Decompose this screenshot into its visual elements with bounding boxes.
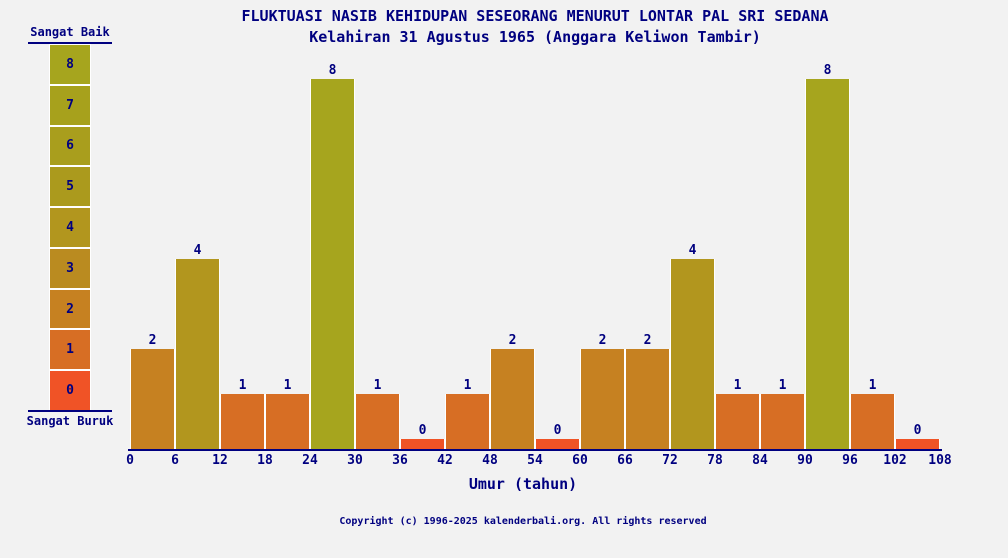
- x-tick-48: 48: [482, 453, 498, 468]
- legend-cell-6: 6: [49, 125, 91, 167]
- x-tick-24: 24: [302, 453, 318, 468]
- bar-age-54-60: [535, 439, 580, 449]
- bar-value-label-90-96: 8: [823, 63, 832, 78]
- copyright-text: Copyright (c) 1996-2025 kalenderbali.org…: [339, 516, 707, 527]
- bar-age-30-36: [355, 394, 400, 449]
- bar-value-label-84-90: 1: [778, 378, 787, 393]
- bar-age-48-54: [490, 349, 535, 449]
- x-tick-96: 96: [842, 453, 858, 468]
- legend-bottom-rule: [28, 410, 112, 412]
- bar-age-24-30: [310, 79, 355, 449]
- bar-value-label-0-6: 2: [148, 333, 157, 348]
- x-tick-36: 36: [392, 453, 408, 468]
- x-tick-12: 12: [212, 453, 228, 468]
- bar-age-18-24: [265, 394, 310, 449]
- bar-age-6-12: [175, 259, 220, 449]
- x-tick-54: 54: [527, 453, 543, 468]
- bar-age-12-18: [220, 394, 265, 449]
- bar-age-96-102: [850, 394, 895, 449]
- x-tick-78: 78: [707, 453, 723, 468]
- chart-subtitle: Kelahiran 31 Agustus 1965 (Anggara Keliw…: [309, 28, 761, 46]
- bar-age-36-42: [400, 439, 445, 449]
- x-tick-66: 66: [617, 453, 633, 468]
- x-tick-0: 0: [126, 453, 134, 468]
- x-tick-30: 30: [347, 453, 363, 468]
- x-tick-18: 18: [257, 453, 273, 468]
- x-tick-108: 108: [928, 453, 952, 468]
- x-tick-72: 72: [662, 453, 678, 468]
- bar-value-label-66-72: 2: [643, 333, 652, 348]
- legend-best-label: Sangat Baik: [30, 25, 110, 39]
- bar-value-label-42-48: 1: [463, 378, 472, 393]
- legend-cell-1: 1: [49, 329, 91, 371]
- bar-age-78-84: [715, 394, 760, 449]
- x-tick-6: 6: [171, 453, 179, 468]
- bar-value-label-18-24: 1: [283, 378, 292, 393]
- bar-value-label-78-84: 1: [733, 378, 742, 393]
- legend-cell-8: 8: [49, 44, 91, 85]
- x-axis-title: Umur (tahun): [468, 475, 578, 493]
- legend-cell-0: 0: [49, 370, 91, 412]
- x-tick-90: 90: [797, 453, 813, 468]
- bar-value-label-6-12: 4: [193, 243, 202, 258]
- bar-value-label-48-54: 2: [508, 333, 517, 348]
- legend-worst-label: Sangat Buruk: [26, 414, 114, 428]
- bar-value-label-36-42: 0: [418, 423, 427, 438]
- bar-value-label-60-66: 2: [598, 333, 607, 348]
- bar-value-label-30-36: 1: [373, 378, 382, 393]
- bar-value-label-24-30: 8: [328, 63, 337, 78]
- x-tick-60: 60: [572, 453, 588, 468]
- bar-age-102-108: [895, 439, 940, 449]
- legend-cell-2: 2: [49, 288, 91, 330]
- legend-cell-5: 5: [49, 166, 91, 208]
- bar-value-label-96-102: 1: [868, 378, 877, 393]
- bar-age-90-96: [805, 79, 850, 449]
- x-tick-102: 102: [883, 453, 907, 468]
- bar-age-60-66: [580, 349, 625, 449]
- bar-age-42-48: [445, 394, 490, 449]
- bar-age-0-6: [130, 349, 175, 449]
- bar-value-label-72-78: 4: [688, 243, 697, 258]
- x-tick-42: 42: [437, 453, 453, 468]
- bar-age-66-72: [625, 349, 670, 449]
- chart-title: FLUKTUASI NASIB KEHIDUPAN SESEORANG MENU…: [241, 7, 829, 25]
- bar-value-label-54-60: 0: [553, 423, 562, 438]
- bar-value-label-12-18: 1: [238, 378, 247, 393]
- bar-age-84-90: [760, 394, 805, 449]
- bar-age-72-78: [670, 259, 715, 449]
- x-axis-line: [128, 449, 942, 451]
- bar-value-label-102-108: 0: [913, 423, 922, 438]
- legend-top-rule: [28, 42, 112, 44]
- x-tick-84: 84: [752, 453, 768, 468]
- legend-cell-4: 4: [49, 207, 91, 248]
- legend-cell-7: 7: [49, 84, 91, 126]
- legend-cell-3: 3: [49, 247, 91, 289]
